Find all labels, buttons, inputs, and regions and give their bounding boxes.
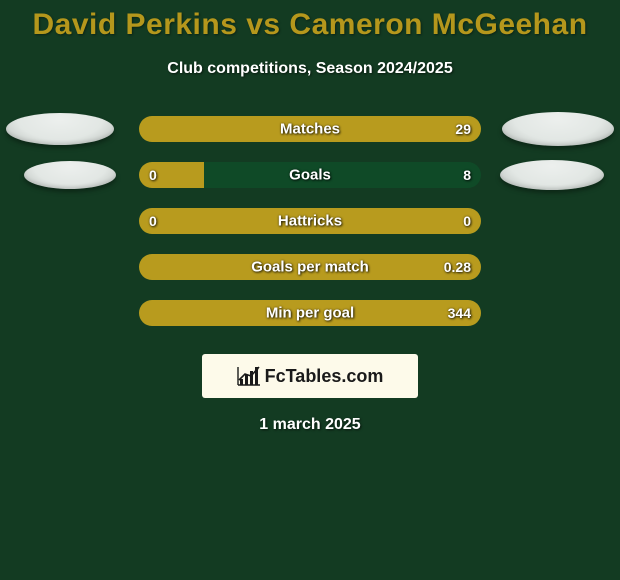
stat-bar-min_per_goal: Min per goal344: [139, 300, 481, 326]
bar-fill: [139, 254, 481, 280]
stat-bar-goals_per_match: Goals per match0.28: [139, 254, 481, 280]
chart-icon: [237, 365, 261, 387]
player-badge-right: [502, 112, 614, 146]
page-subtitle: Club competitions, Season 2024/2025: [0, 60, 620, 78]
bar-fill: [139, 162, 204, 188]
stat-row-min_per_goal: Min per goal344: [0, 290, 620, 336]
brand-badge: FcTables.com: [202, 354, 418, 398]
stat-bar-goals: Goals08: [139, 162, 481, 188]
player-badge-left: [6, 113, 114, 145]
stat-row-matches: Matches29: [0, 106, 620, 152]
footer-date: 1 march 2025: [0, 416, 620, 434]
bar-fill: [139, 208, 481, 234]
stats-list: Matches29 Goals08 Hattricks00 Goals per mat…: [0, 106, 620, 336]
stat-row-goals_per_match: Goals per match0.28: [0, 244, 620, 290]
stat-row-goals: Goals08: [0, 152, 620, 198]
stat-row-hattricks: Hattricks00: [0, 198, 620, 244]
comparison-infographic: David Perkins vs Cameron McGeehan Club c…: [0, 0, 620, 580]
player-badge-left: [24, 161, 116, 189]
bar-fill: [139, 300, 481, 326]
page-title: David Perkins vs Cameron McGeehan: [0, 0, 620, 42]
brand-text: FcTables.com: [265, 366, 384, 387]
bar-fill: [139, 116, 481, 142]
stat-bar-hattricks: Hattricks00: [139, 208, 481, 234]
stat-bar-matches: Matches29: [139, 116, 481, 142]
player-badge-right: [500, 160, 604, 190]
